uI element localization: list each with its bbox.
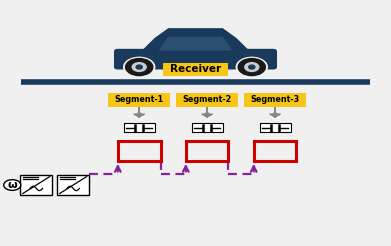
- Circle shape: [4, 180, 21, 190]
- Bar: [118, 141, 161, 161]
- Bar: [244, 93, 306, 107]
- Bar: [192, 123, 223, 133]
- Bar: [260, 123, 291, 133]
- Polygon shape: [203, 112, 212, 117]
- Text: Segment-2: Segment-2: [183, 95, 232, 104]
- Polygon shape: [159, 37, 232, 50]
- Text: ω: ω: [7, 180, 17, 190]
- Circle shape: [136, 65, 142, 69]
- Bar: [176, 93, 238, 107]
- Bar: [108, 93, 170, 107]
- Bar: [20, 175, 52, 195]
- Bar: [124, 123, 155, 133]
- Text: Segment-3: Segment-3: [251, 95, 300, 104]
- Bar: [57, 175, 89, 195]
- Polygon shape: [271, 112, 280, 117]
- Polygon shape: [135, 112, 144, 117]
- Circle shape: [132, 63, 146, 71]
- Circle shape: [236, 57, 267, 77]
- Text: Receiver: Receiver: [170, 64, 221, 75]
- Circle shape: [249, 65, 255, 69]
- Circle shape: [245, 63, 259, 71]
- Bar: [186, 141, 228, 161]
- Bar: [163, 63, 228, 76]
- FancyBboxPatch shape: [114, 49, 277, 69]
- Circle shape: [126, 59, 153, 76]
- Text: Segment-1: Segment-1: [115, 95, 164, 104]
- Circle shape: [124, 57, 155, 77]
- Bar: [254, 141, 296, 161]
- Circle shape: [238, 59, 265, 76]
- Polygon shape: [129, 28, 262, 51]
